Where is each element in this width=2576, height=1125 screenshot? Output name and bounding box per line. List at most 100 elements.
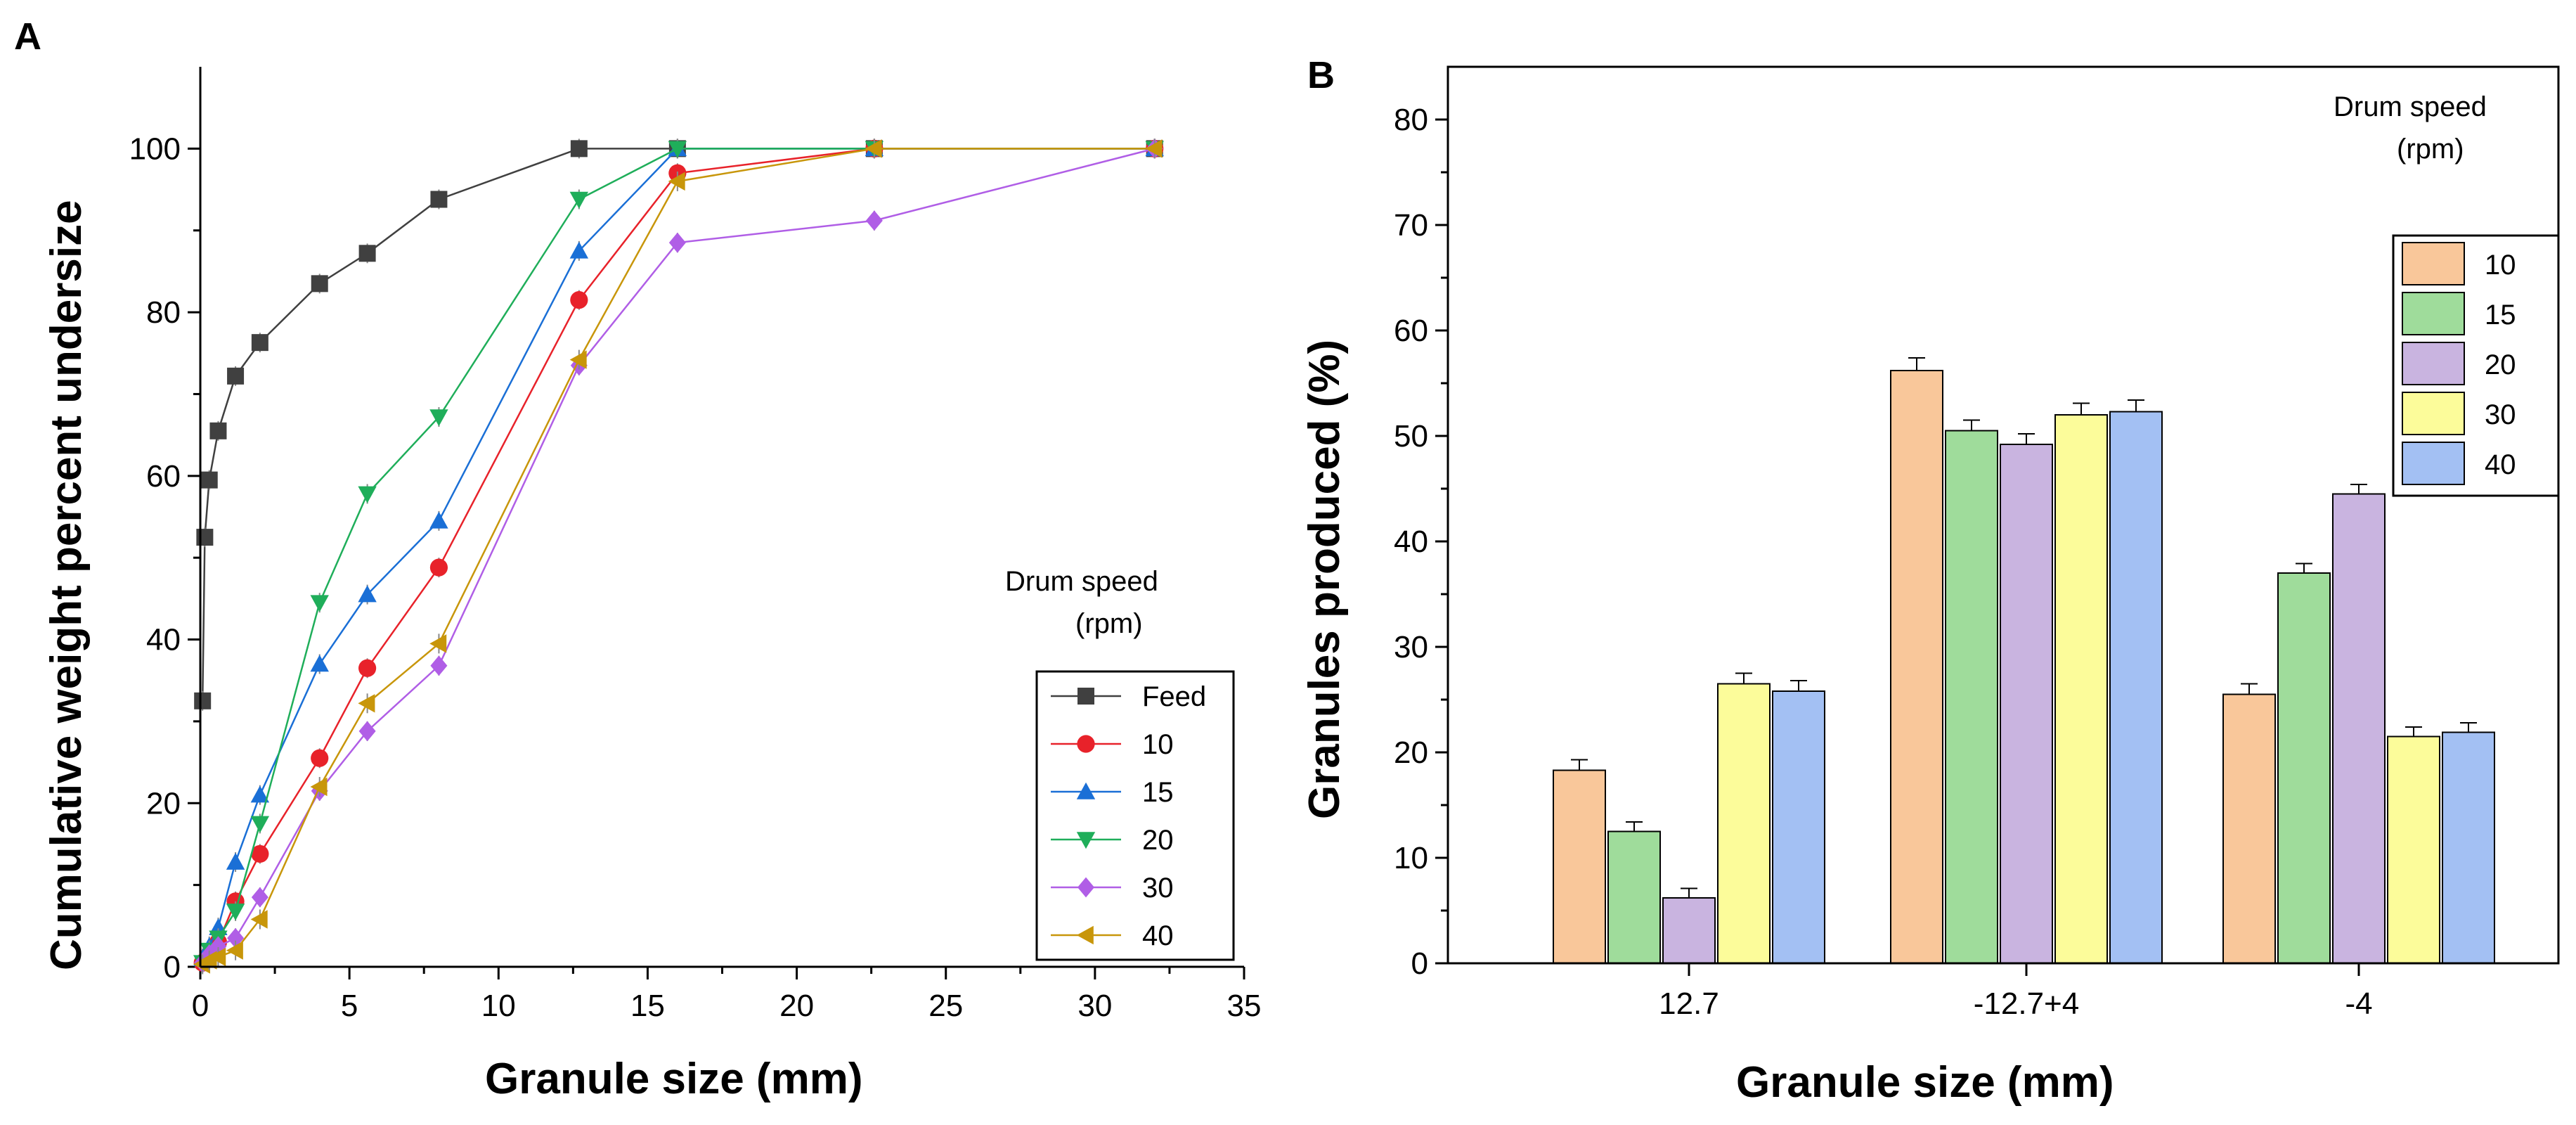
panel-a-x-axis-title: Granule size (mm) bbox=[485, 1055, 862, 1103]
data-point-15 bbox=[429, 511, 448, 529]
panel-a-x-tick-label: 20 bbox=[779, 989, 814, 1023]
legend-label-20: 20 bbox=[2485, 349, 2516, 380]
data-point-feed bbox=[194, 692, 212, 709]
panel-b-y-tick-label: 30 bbox=[1394, 630, 1428, 664]
data-point-40 bbox=[865, 139, 882, 158]
bar-30 bbox=[2387, 735, 2440, 964]
legend-swatch-20 bbox=[2402, 342, 2465, 385]
data-point-20 bbox=[668, 141, 687, 158]
panel-a-x-tick-label: 15 bbox=[630, 989, 665, 1023]
panel-b-y-tick-label: 0 bbox=[1411, 946, 1428, 981]
legend-label-feed: Feed bbox=[1142, 681, 1206, 712]
data-point-feed bbox=[251, 334, 268, 352]
bar-10 bbox=[1890, 370, 1943, 964]
bar-20 bbox=[2332, 493, 2386, 964]
panel-a-legend: Feed 10 15 20 30 40 bbox=[1035, 670, 1235, 961]
panel-a-y-tick-label: 100 bbox=[129, 131, 181, 166]
panel-b-x-tick-label: -4 bbox=[2345, 986, 2372, 1021]
panel-a-letter: A bbox=[14, 15, 41, 58]
legend-swatch-15 bbox=[2402, 292, 2465, 335]
data-point-30 bbox=[668, 232, 686, 253]
panel-a: A 0 5 10 15 20 25 30 35 0 20 40 60 80 100 Granule siz… bbox=[14, 15, 1261, 1103]
data-point-40 bbox=[209, 947, 226, 967]
panel-a-ticks: 0 5 10 15 20 25 30 35 0 20 40 60 80 100 bbox=[129, 131, 1262, 1023]
data-point-30 bbox=[209, 936, 227, 957]
bar-15 bbox=[1607, 830, 1661, 964]
data-point-30 bbox=[430, 655, 448, 676]
data-point-15 bbox=[569, 241, 589, 259]
legend-label-15: 15 bbox=[1142, 777, 1174, 808]
legend-marker-feed bbox=[1077, 688, 1094, 705]
legend-label-10: 10 bbox=[1142, 729, 1174, 760]
legend-label-30: 30 bbox=[1142, 873, 1174, 904]
bar-30 bbox=[1717, 683, 1771, 964]
data-point-10 bbox=[251, 844, 269, 863]
data-point-20 bbox=[226, 904, 245, 921]
panel-a-legend-box bbox=[1035, 670, 1235, 961]
panel-b-y-tick-label: 70 bbox=[1394, 208, 1428, 243]
panel-b-y-tick-label: 50 bbox=[1394, 419, 1428, 454]
panel-a-legend-title-line1: Drum speed bbox=[1005, 566, 1158, 597]
legend-label-40: 40 bbox=[2485, 449, 2516, 480]
data-point-20 bbox=[358, 486, 377, 503]
panel-a-y-tick-label: 60 bbox=[146, 459, 181, 494]
panel-a-y-tick-label: 0 bbox=[164, 950, 181, 984]
data-point-10 bbox=[358, 659, 377, 677]
data-point-feed bbox=[358, 245, 376, 262]
panel-b-x-tick-label: -12.7+4 bbox=[1974, 986, 2079, 1021]
data-point-feed bbox=[227, 367, 245, 385]
bar-10 bbox=[2222, 693, 2276, 964]
panel-b-y-tick-label: 10 bbox=[1394, 841, 1428, 875]
data-point-feed bbox=[196, 529, 214, 546]
panel-a-x-tick-label: 10 bbox=[481, 989, 516, 1023]
bar-20 bbox=[1662, 897, 1716, 964]
bar-15 bbox=[1945, 430, 1998, 964]
data-point-40 bbox=[429, 634, 447, 653]
data-point-15 bbox=[310, 655, 329, 672]
bar-20 bbox=[2000, 444, 2053, 964]
panel-b-y-tick-label: 20 bbox=[1394, 735, 1428, 770]
panel-a-y-tick-label: 20 bbox=[146, 786, 181, 821]
bar-40 bbox=[2109, 411, 2163, 964]
data-point-feed bbox=[209, 422, 227, 439]
data-point-40 bbox=[358, 694, 375, 713]
legend-label-30: 30 bbox=[2485, 399, 2516, 430]
bar-40 bbox=[1772, 690, 1825, 964]
bar-40 bbox=[2442, 731, 2495, 964]
legend-marker-30 bbox=[1077, 877, 1094, 898]
data-point-40 bbox=[1145, 139, 1163, 158]
panel-a-x-tick-label: 35 bbox=[1227, 989, 1262, 1023]
data-point-20 bbox=[429, 409, 448, 427]
bar-30 bbox=[2054, 414, 2108, 964]
data-point-feed bbox=[311, 275, 328, 292]
legend-swatch-10 bbox=[2402, 242, 2465, 285]
data-point-20 bbox=[569, 191, 589, 209]
data-point-15 bbox=[358, 585, 377, 603]
panel-b-letter: B bbox=[1307, 54, 1335, 96]
panel-a-y-tick-label: 40 bbox=[146, 623, 181, 657]
data-point-15 bbox=[250, 785, 270, 803]
data-point-40 bbox=[250, 910, 268, 929]
panel-b-legend-title-line2: (rpm) bbox=[2397, 134, 2464, 165]
legend-label-20: 20 bbox=[1142, 825, 1174, 856]
data-point-40 bbox=[226, 941, 243, 960]
data-point-feed bbox=[570, 140, 588, 158]
data-point-15 bbox=[226, 852, 245, 870]
panel-b-x-axis-title: Granule size (mm) bbox=[1736, 1058, 2114, 1107]
data-point-feed bbox=[200, 471, 218, 489]
data-point-30 bbox=[358, 721, 376, 742]
data-point-40 bbox=[569, 350, 587, 369]
data-point-30 bbox=[865, 210, 883, 231]
data-point-10 bbox=[311, 749, 329, 767]
bar-15 bbox=[2277, 572, 2331, 964]
data-point-40 bbox=[310, 777, 328, 797]
legend-marker-10 bbox=[1077, 735, 1095, 753]
panel-a-y-tick-label: 80 bbox=[146, 295, 181, 330]
data-point-10 bbox=[570, 291, 588, 309]
data-point-40 bbox=[668, 172, 685, 191]
panel-b-plot-frame bbox=[1446, 65, 2560, 965]
data-point-20 bbox=[250, 816, 270, 833]
panel-a-series-group bbox=[193, 138, 1164, 975]
data-point-20 bbox=[310, 595, 329, 612]
